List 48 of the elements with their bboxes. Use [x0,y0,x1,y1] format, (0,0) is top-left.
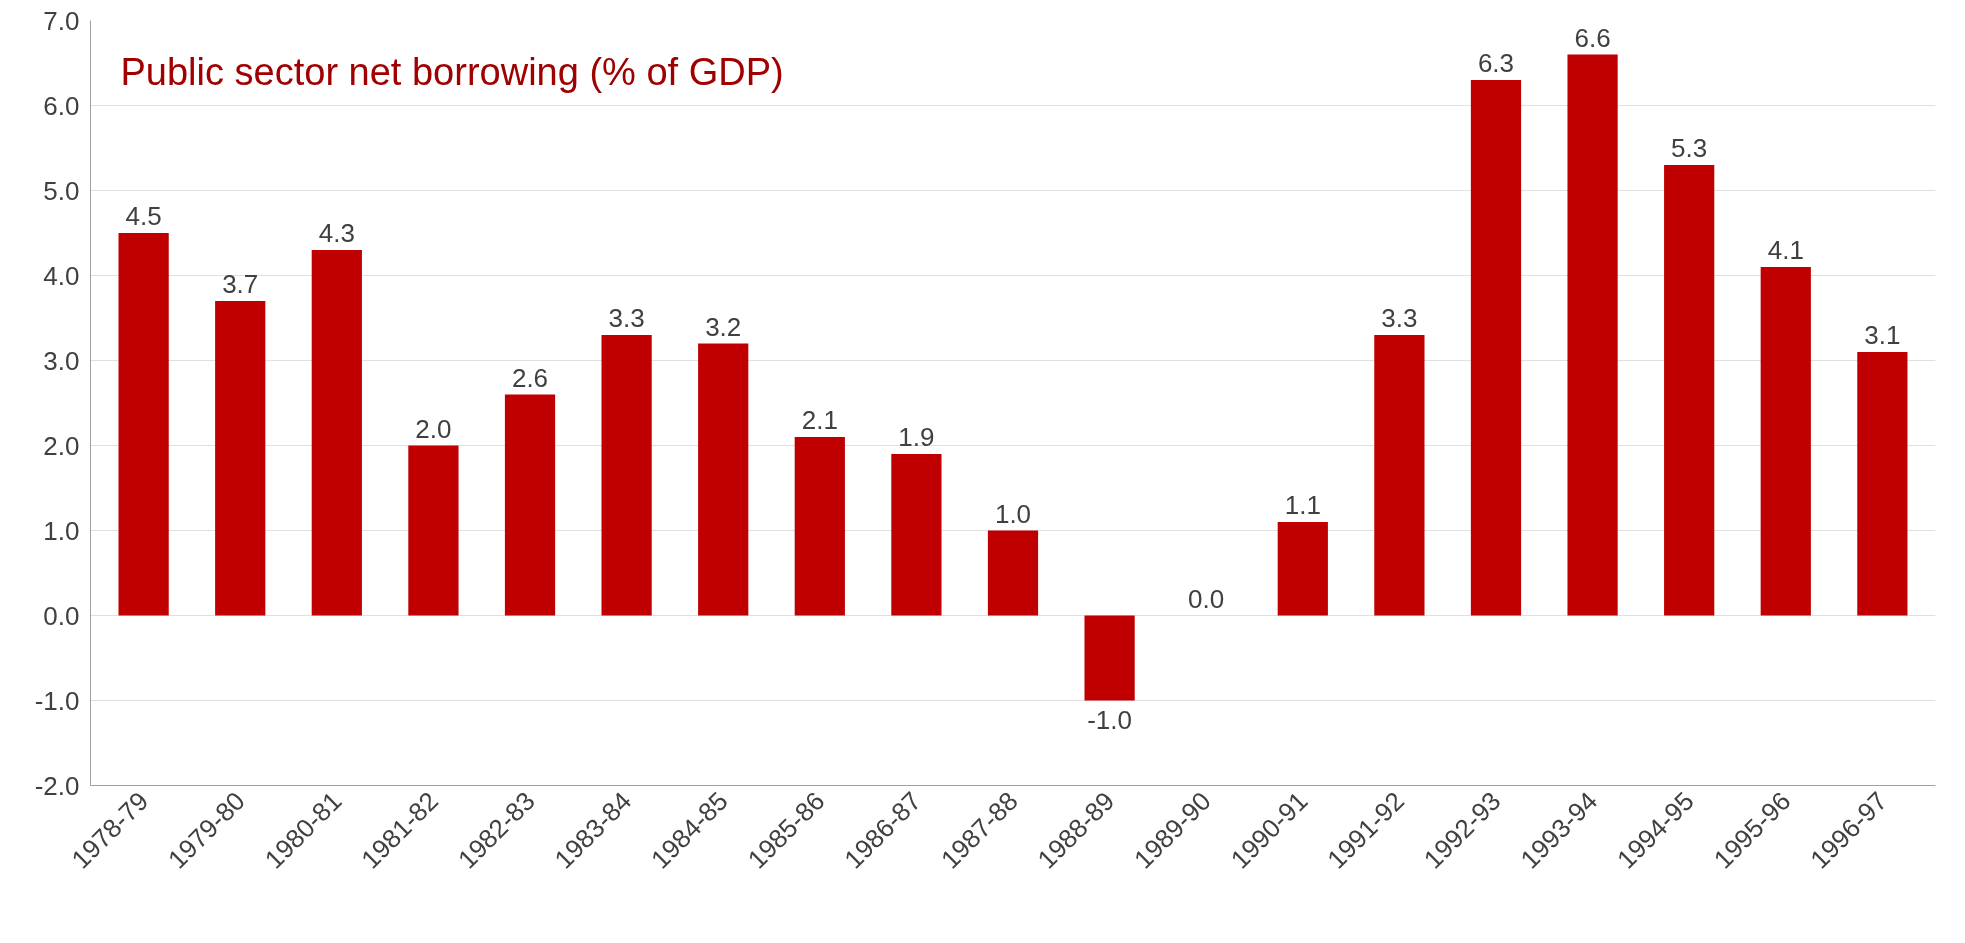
y-tick-label: 6.0 [43,90,80,121]
text: Public sector net borrowing (% of GDP) [120,50,784,93]
y-tick-label: 7.0 [43,5,80,36]
data-label: -1.0 [1087,704,1133,735]
bar [504,394,556,616]
y-tick-label: -1.0 [34,685,80,716]
bar [1760,267,1811,616]
data-label: 4.3 [318,218,355,248]
data-label: 6.6 [1574,22,1611,53]
y-tick-label: 3.0 [43,345,80,376]
y-tick-label: 2.0 [43,430,80,461]
bar [118,233,169,616]
data-label: 0.0 [1188,583,1225,614]
bar [891,454,942,616]
bar [601,335,652,616]
y-tick-label: 1.0 [43,515,80,546]
bar [1857,352,1908,616]
data-label: 3.1 [1864,320,1901,350]
bar [1567,54,1618,616]
data-label: 4.5 [125,201,162,231]
data-label: 3.2 [705,311,742,342]
data-label: 3.7 [222,269,259,299]
bar [1470,80,1522,616]
bar [1374,335,1425,616]
y-tick-label: 0.0 [43,600,80,631]
data-label: 4.1 [1767,235,1804,265]
data-label: 1.9 [898,422,935,452]
data-label: 3.3 [608,303,645,333]
bar [698,343,749,616]
y-tick-label: 5.0 [43,175,80,206]
bar [1084,615,1135,701]
data-label: 6.3 [1477,48,1515,78]
bar [794,437,845,616]
data-label: 2.1 [801,405,838,435]
bar [408,445,459,616]
data-label: 2.0 [415,413,452,444]
data-label: 1.1 [1284,490,1321,520]
data-label: 5.3 [1671,133,1708,163]
bar [311,250,362,616]
bar [215,301,266,616]
bar [987,530,1039,616]
data-label: 2.6 [511,362,549,393]
y-tick-label: 4.0 [43,260,80,291]
data-label: 1.0 [994,498,1032,529]
y-tick-label: -2.0 [34,770,80,801]
data-label: 3.3 [1381,303,1418,333]
bar [1277,522,1328,616]
bar [1664,165,1715,616]
